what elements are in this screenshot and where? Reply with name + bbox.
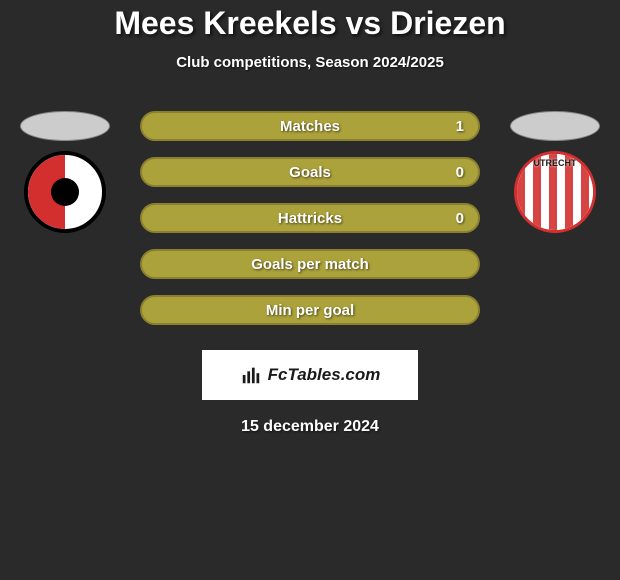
stat-bar-hattricks: Hattricks 0 (140, 203, 480, 233)
stat-bar-goals-per-match: Goals per match (140, 249, 480, 279)
badge-left-ball-icon (51, 178, 79, 206)
player-photo-placeholder-right (510, 111, 600, 141)
bar-chart-icon (240, 364, 262, 386)
comparison-card: Mees Kreekels vs Driezen Club competitio… (0, 0, 620, 436)
watermark[interactable]: FcTables.com (202, 350, 418, 400)
stat-bar-goals: Goals 0 (140, 157, 480, 187)
stat-value-right: 0 (456, 164, 464, 181)
stat-label: Goals per match (251, 256, 369, 273)
stat-label: Matches (280, 118, 340, 135)
stat-bars: Matches 1 Goals 0 Hattricks 0 Goals per … (140, 111, 480, 325)
club-badge-left (24, 151, 106, 233)
badge-right-label: UTRECHT (517, 158, 593, 168)
stat-label: Hattricks (278, 210, 342, 227)
stat-label: Goals (289, 164, 331, 181)
page-title: Mees Kreekels vs Driezen (0, 5, 620, 42)
right-player-column: UTRECHT (495, 111, 615, 233)
watermark-text: FcTables.com (268, 365, 381, 385)
date-label: 15 december 2024 (0, 418, 620, 436)
stat-label: Min per goal (266, 302, 354, 319)
stat-bar-min-per-goal: Min per goal (140, 295, 480, 325)
stat-bar-matches: Matches 1 (140, 111, 480, 141)
player-photo-placeholder-left (20, 111, 110, 141)
main-row: UTRECHT Matches 1 Goals 0 Hattricks 0 Go… (0, 111, 620, 325)
stat-value-right: 1 (456, 118, 464, 135)
stat-value-right: 0 (456, 210, 464, 227)
club-badge-right: UTRECHT (514, 151, 596, 233)
subtitle: Club competitions, Season 2024/2025 (0, 54, 620, 71)
left-player-column (5, 111, 125, 233)
